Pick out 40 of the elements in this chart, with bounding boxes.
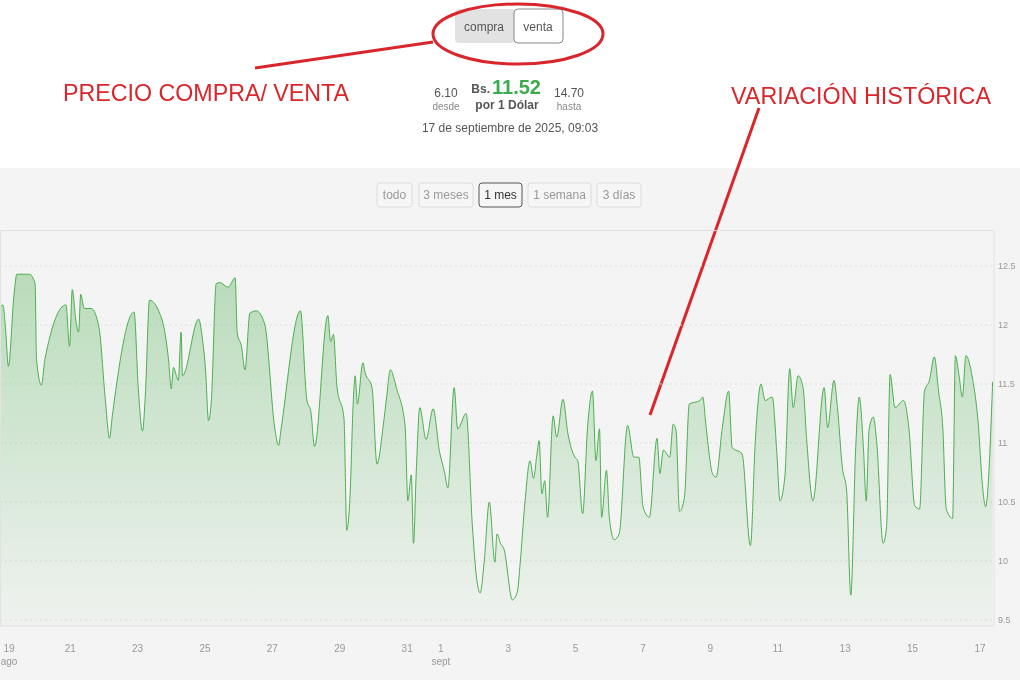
x-tick-label: 25 bbox=[199, 643, 211, 654]
text: PRECIO COMPRA/ VENTA bbox=[63, 79, 359, 106]
text: compra bbox=[463, 20, 505, 34]
x-tick-label: 13 bbox=[839, 643, 852, 654]
x-tick-label: 31 bbox=[401, 643, 414, 654]
y-tick-label: 10.5 bbox=[998, 497, 1016, 507]
y-tick-label: 11 bbox=[998, 438, 1008, 448]
x-tick-label: 21 bbox=[64, 643, 77, 654]
y-tick-label: 12 bbox=[998, 320, 1009, 330]
text: 3 meses bbox=[423, 188, 469, 202]
text: 6.10 bbox=[434, 86, 458, 100]
text: desde bbox=[432, 101, 461, 112]
text: por 1 Dólar bbox=[475, 98, 539, 112]
text: todo bbox=[382, 188, 407, 202]
text: 17 de septiembre de 2025, 09:03 bbox=[421, 121, 599, 135]
text: VARIACIÓN HISTÓRICA bbox=[731, 82, 999, 109]
y-tick-label: 12.5 bbox=[998, 261, 1016, 271]
text: venta bbox=[523, 20, 553, 34]
x-tick-label: 23 bbox=[132, 643, 144, 654]
text: 1 mes bbox=[484, 188, 517, 202]
x-tick-label: 17 bbox=[974, 643, 986, 654]
x-tick-label: 3 bbox=[505, 643, 512, 654]
text: 3 días bbox=[602, 188, 636, 202]
x-tick-label: 1 sept bbox=[431, 643, 451, 667]
x-tick-label: 5 bbox=[572, 643, 579, 654]
text: hasta bbox=[556, 101, 582, 112]
text: 1 semana bbox=[533, 188, 587, 202]
y-tick-label: 9.5 bbox=[998, 615, 1011, 625]
x-tick-label: 29 bbox=[334, 643, 346, 654]
x-tick-label: 7 bbox=[640, 643, 647, 654]
x-tick-label: 9 bbox=[707, 643, 714, 654]
x-tick-label: 19 ago bbox=[0, 643, 18, 667]
y-tick-label: 11.5 bbox=[998, 379, 1015, 389]
x-tick-label: 15 bbox=[907, 643, 919, 654]
y-tick-label: 10 bbox=[998, 556, 1009, 566]
x-tick-label: 11 bbox=[772, 643, 784, 654]
x-tick-label: 27 bbox=[266, 643, 279, 654]
text: Bs. bbox=[471, 82, 490, 96]
text: 11.52 bbox=[492, 76, 541, 98]
text: 14.70 bbox=[553, 86, 585, 100]
